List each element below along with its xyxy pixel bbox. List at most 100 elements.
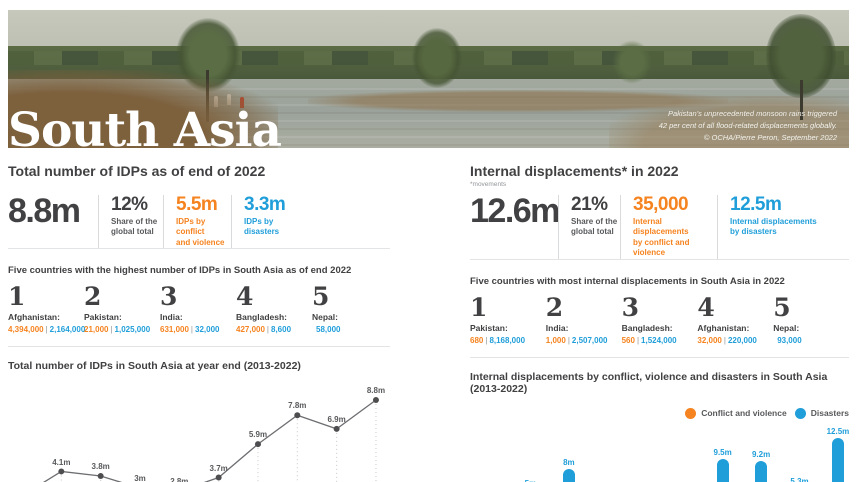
displacements-disaster-stat: 12.5m Internal displacements by disaster… xyxy=(717,195,849,259)
stat-value: 5.5m xyxy=(176,194,218,215)
chart-legend: Conflict and violence Disasters xyxy=(685,407,849,419)
bar-2022-disasters xyxy=(831,438,844,482)
bar-2020-disasters xyxy=(755,461,768,482)
stat-value: 12.5m xyxy=(730,194,782,215)
displacements-section-header: Internal displacements* in 2022 *movemen… xyxy=(470,163,849,193)
photo-caption: Pakistan's unprecedented monsoon rains t… xyxy=(659,108,837,144)
page-title: South Asia xyxy=(8,103,282,148)
header-photo: Pakistan's unprecedented monsoon rains t… xyxy=(8,10,849,148)
data-point xyxy=(97,473,104,480)
stat-label: Internal displacements by conflict and v… xyxy=(633,217,690,258)
data-point xyxy=(372,397,379,404)
data-point-label: 3.7m xyxy=(209,463,228,473)
country-values: 21,000 | 1,025,000 xyxy=(84,325,160,334)
divider xyxy=(470,356,849,358)
stat-value: 12% xyxy=(111,194,148,215)
data-point xyxy=(58,468,65,475)
data-point-label: 8.8m xyxy=(366,386,386,396)
data-point-label: 5.9m xyxy=(248,430,268,440)
country-rank-item: 2 India: 1,000 | 2,507,000 xyxy=(546,295,622,347)
disaster-value: 93,000 xyxy=(777,335,802,345)
country-rank-item: 4 Bangladesh: 427,000 | 8,600 xyxy=(236,284,312,336)
country-values: 1,000 | 2,507,000 xyxy=(546,336,622,345)
stat-label: Share of the global total xyxy=(111,217,158,237)
idps-section-title: Total number of IDPs as of end of 2022 xyxy=(8,163,266,179)
conflict-value: 680 xyxy=(470,335,484,345)
disaster-value: 220,000 xyxy=(727,335,757,345)
data-point-label: 4.1m xyxy=(52,457,71,467)
country-name: Bangladesh: xyxy=(236,312,288,323)
country-rank-item: 5 Nepal: 58,000 xyxy=(312,284,388,336)
country-values: 560 | 1,524,000 xyxy=(622,336,698,345)
displacements-section: Internal displacements* in 2022 *movemen… xyxy=(470,148,849,482)
disaster-value: 8,168,000 xyxy=(489,335,526,345)
country-values: 427,000 | 8,600 xyxy=(236,325,312,334)
disasters-legend-dot-icon xyxy=(794,407,806,419)
stat-label: IDPs by conflict and violence xyxy=(176,217,225,247)
stat-value: 3.3m xyxy=(244,194,286,215)
country-name: Afghanistan: xyxy=(8,312,60,323)
displacements-five-countries-title: Five countries with most internal displa… xyxy=(470,275,785,287)
country-rank-item: 2 Pakistan: 21,000 | 1,025,000 xyxy=(84,284,160,336)
country-name: Nepal: xyxy=(312,312,338,323)
divider xyxy=(470,258,849,260)
tree xyxy=(612,40,652,84)
country-rank-item: 5 Nepal: 93,000 xyxy=(773,295,849,347)
displacements-chart-title: Internal displacements by conflict, viol… xyxy=(470,370,828,395)
conflict-legend-dot-icon xyxy=(685,407,697,419)
rank-number: 4 xyxy=(697,292,715,322)
legend-item-disasters: Disasters xyxy=(794,407,849,419)
stat-label: Share of the global total xyxy=(571,217,618,237)
country-values: 680 | 8,168,000 xyxy=(470,336,546,345)
stat-label: IDPs by disasters xyxy=(244,217,280,237)
disaster-value: 2,164,000 xyxy=(49,325,86,335)
tree xyxy=(412,28,462,88)
rank-number: 1 xyxy=(470,292,488,322)
idps-disaster-stat: 3.3m IDPs by disasters xyxy=(231,194,390,249)
caption-line: Pakistan's unprecedented monsoon rains t… xyxy=(667,109,837,118)
displacements-total-value: 12.6m xyxy=(470,192,560,230)
idps-total-value: 8.8m xyxy=(8,192,81,230)
bar-label: 8m xyxy=(563,458,575,468)
country-rank-item: 4 Afghanistan: 32,000 | 220,000 xyxy=(697,295,773,347)
data-point xyxy=(215,474,222,481)
data-point-label: 2.8m xyxy=(170,477,189,482)
rank-number: 2 xyxy=(545,292,564,322)
legend-label: Disasters xyxy=(810,408,849,419)
country-values: 58,000 xyxy=(312,325,388,334)
rank-number: 1 xyxy=(8,282,26,312)
line-chart-canvas xyxy=(43,397,379,482)
data-point-label: 7.8m xyxy=(288,401,307,411)
rank-number: 3 xyxy=(621,292,639,322)
divider xyxy=(8,248,390,250)
value-separator: | xyxy=(485,335,488,345)
photo-reeds xyxy=(8,70,278,148)
rank-number: 5 xyxy=(312,282,330,312)
value-separator: | xyxy=(266,325,269,335)
idps-trend-line xyxy=(43,399,377,482)
conflict-value: 1,000 xyxy=(545,335,566,345)
displacements-conflict-stat: 35,000 Internal displacements by conflic… xyxy=(620,195,717,259)
displacements-stats-row: 12.6m 21% Share of the global total 35,0… xyxy=(470,192,849,259)
idps-chart-title: Total number of IDPs in South Asia at ye… xyxy=(8,360,301,373)
idps-stats-row: 8.8m 12% Share of the global total 5.5m … xyxy=(8,192,390,249)
legend-item-conflict: Conflict and violence xyxy=(685,407,787,419)
displacements-share-stat: 21% Share of the global total xyxy=(558,195,620,259)
value-separator: | xyxy=(636,335,640,345)
country-values: 32,000 | 220,000 xyxy=(697,336,773,345)
conflict-value: 4,394,000 xyxy=(8,325,44,335)
idps-section: Total number of IDPs as of end of 2022 8… xyxy=(8,148,390,482)
country-name: India: xyxy=(545,322,569,333)
disaster-value: 32,000 xyxy=(195,325,220,335)
bar-2019-disasters xyxy=(716,459,729,482)
movements-footnote: *movements xyxy=(470,181,507,188)
displacements-section-title: Internal displacements* in 2022 xyxy=(470,163,679,179)
bar-2015-disasters xyxy=(562,469,575,482)
rank-number: 3 xyxy=(160,282,178,312)
bar-label: 5m xyxy=(512,479,548,482)
conflict-value: 427,000 xyxy=(236,325,265,335)
disaster-value: 1,524,000 xyxy=(641,335,677,345)
country-values: 631,000 | 32,000 xyxy=(160,325,236,334)
country-rank-item: 1 Afghanistan: 4,394,000 | 2,164,000 xyxy=(8,282,86,336)
